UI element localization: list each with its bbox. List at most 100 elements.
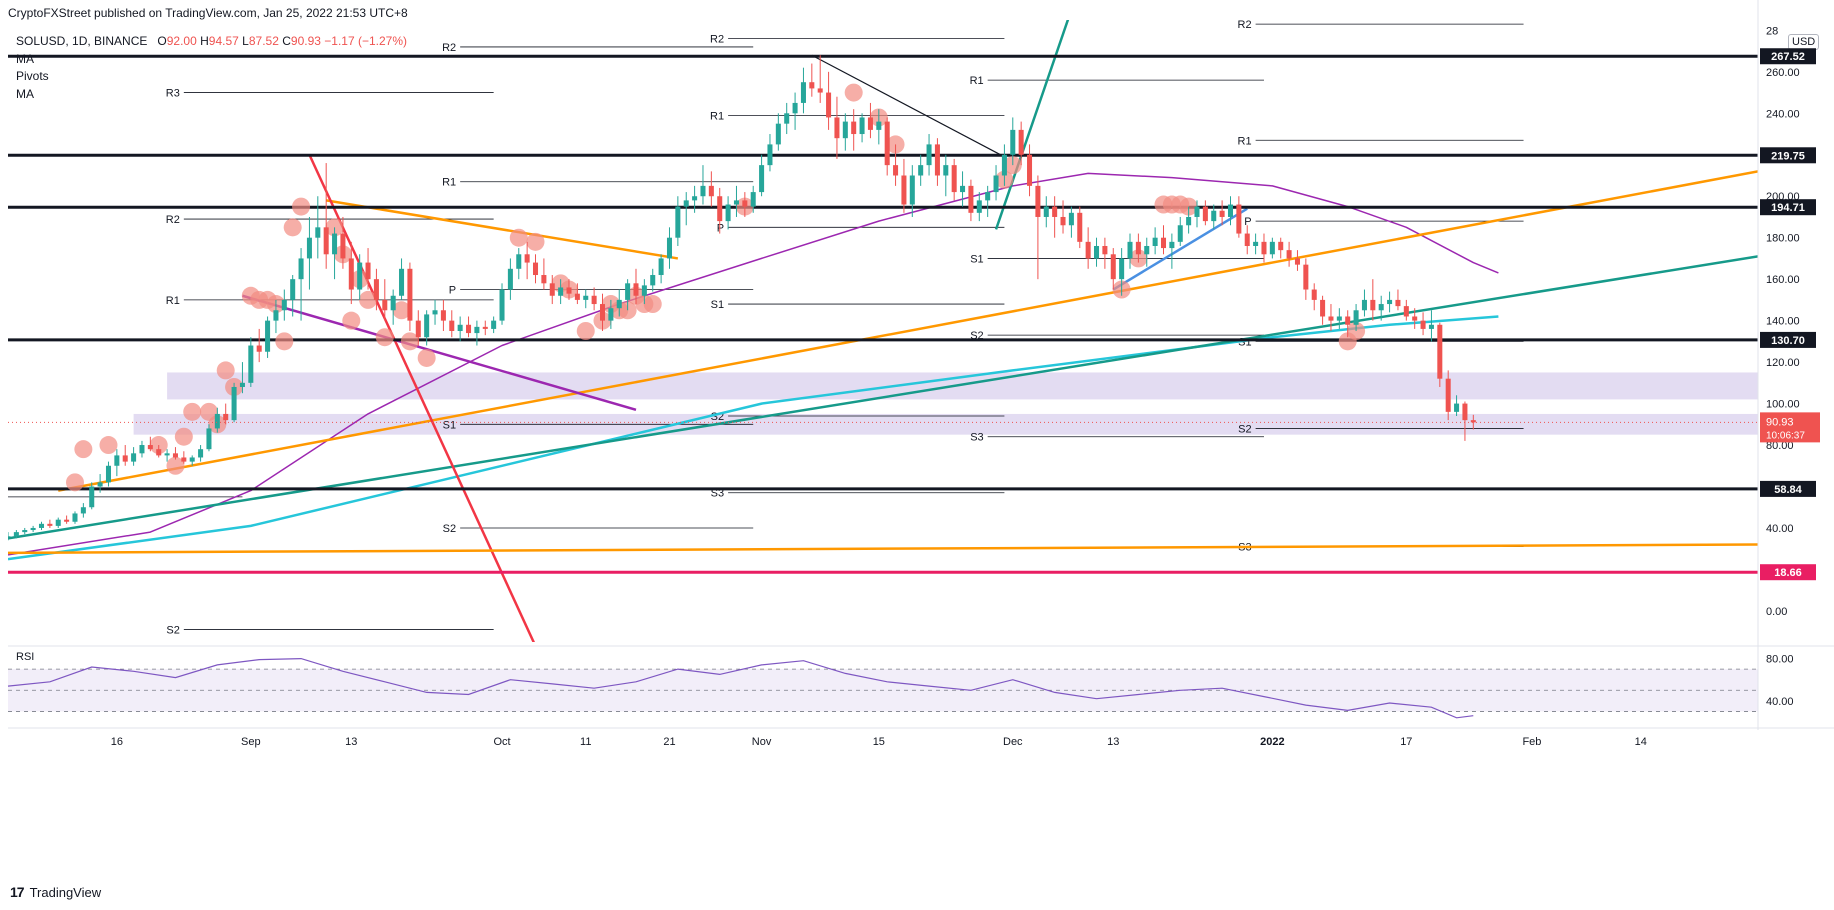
moving-averages-layer xyxy=(8,172,1499,561)
candle-body xyxy=(348,258,354,290)
x-tick-label: Sep xyxy=(241,736,261,748)
touch-marker xyxy=(576,322,595,340)
candle xyxy=(1060,200,1066,234)
candle-body xyxy=(97,482,103,487)
pivot-label: R1 xyxy=(166,295,180,307)
rsi-tick-label: 40.00 xyxy=(1766,696,1794,708)
candle-body xyxy=(1085,241,1091,259)
candle-body xyxy=(566,287,572,294)
candle xyxy=(800,67,806,114)
candle xyxy=(466,316,472,338)
candle xyxy=(13,530,19,539)
y-tick-label: 40.00 xyxy=(1766,523,1794,535)
candle xyxy=(223,403,229,425)
candle-body xyxy=(1177,225,1183,242)
trend-line xyxy=(811,54,1005,158)
candle xyxy=(767,134,773,172)
candle-body xyxy=(1412,316,1418,321)
candle xyxy=(658,254,664,284)
x-tick-label: Feb xyxy=(1522,736,1541,748)
pivot-label: R2 xyxy=(710,34,724,46)
pivot-label: R1 xyxy=(970,75,984,87)
candle xyxy=(1119,248,1125,296)
candle xyxy=(449,310,455,338)
candle xyxy=(265,316,271,358)
candle xyxy=(1370,279,1376,321)
candle xyxy=(491,316,497,334)
candle xyxy=(1244,225,1250,255)
candle-body xyxy=(826,92,832,118)
candle xyxy=(139,440,145,458)
candle-body xyxy=(574,293,580,300)
indicator-ma-2[interactable]: MA xyxy=(16,86,34,101)
candle xyxy=(901,158,907,213)
candle-body xyxy=(1253,241,1259,246)
candle-body xyxy=(951,165,957,193)
candle-body xyxy=(817,88,823,93)
candle xyxy=(1194,200,1200,228)
support-zone xyxy=(133,413,1758,435)
candle-body xyxy=(750,192,756,207)
candle xyxy=(792,92,798,130)
symbol-label[interactable]: SOLUSD, 1D, BINANCE xyxy=(16,34,148,48)
candle xyxy=(926,134,932,176)
x-tick-label: 14 xyxy=(1635,736,1647,748)
candle xyxy=(1001,144,1007,186)
candle-body xyxy=(466,324,472,334)
candle-body xyxy=(1169,241,1175,249)
candle xyxy=(8,532,11,541)
countdown-label: 10:06:37 xyxy=(1766,430,1805,441)
candle xyxy=(298,248,304,321)
candle xyxy=(599,293,606,331)
candle-body xyxy=(315,227,321,238)
candle-body xyxy=(1278,241,1284,251)
candle xyxy=(214,407,220,433)
candle xyxy=(1345,310,1351,338)
candle-body xyxy=(909,175,915,205)
candle-body xyxy=(181,457,187,462)
touch-marker xyxy=(216,361,235,380)
candle xyxy=(1227,196,1233,226)
candle xyxy=(64,515,70,524)
candle-body xyxy=(373,279,379,300)
candle xyxy=(348,241,354,305)
candle xyxy=(566,279,572,300)
touch-marker xyxy=(292,197,311,216)
candle-body xyxy=(105,465,111,483)
ma-200-line xyxy=(8,315,1499,561)
candle xyxy=(1202,200,1208,226)
y-tick-label: 240.00 xyxy=(1766,108,1800,120)
candle xyxy=(1219,200,1225,226)
indicator-pivots[interactable]: Pivots xyxy=(16,69,49,83)
candle xyxy=(884,117,890,176)
candle xyxy=(675,196,681,246)
candle xyxy=(1378,295,1384,321)
candle xyxy=(1068,206,1074,238)
candle-body xyxy=(859,117,865,135)
ma-50-line xyxy=(8,172,1499,556)
candle xyxy=(817,55,823,103)
candle xyxy=(943,154,949,197)
touch-marker xyxy=(526,232,545,251)
candle-body xyxy=(1027,154,1033,186)
candle xyxy=(382,279,388,321)
candle xyxy=(256,328,262,363)
tradingview-logo[interactable]: 17 TradingView xyxy=(10,884,101,900)
key-level-label: 219.75 xyxy=(1771,150,1805,162)
candle-body xyxy=(1378,304,1384,311)
pivot-label: S2 xyxy=(166,625,179,637)
candle-body xyxy=(733,200,739,205)
rsi-tick-label: 80.00 xyxy=(1766,654,1794,666)
candle-body xyxy=(189,457,195,462)
y-tick-label: 180.00 xyxy=(1766,233,1800,245)
candle-body xyxy=(675,206,681,238)
x-tick-label: Dec xyxy=(1003,736,1023,748)
tradingview-mark-icon: 17 xyxy=(10,884,25,900)
candle xyxy=(717,187,723,234)
y-tick-label: 80.00 xyxy=(1766,440,1794,452)
rsi-line xyxy=(7,657,1474,719)
candle xyxy=(306,216,312,290)
candle-body xyxy=(842,121,848,139)
candle xyxy=(1211,204,1217,230)
